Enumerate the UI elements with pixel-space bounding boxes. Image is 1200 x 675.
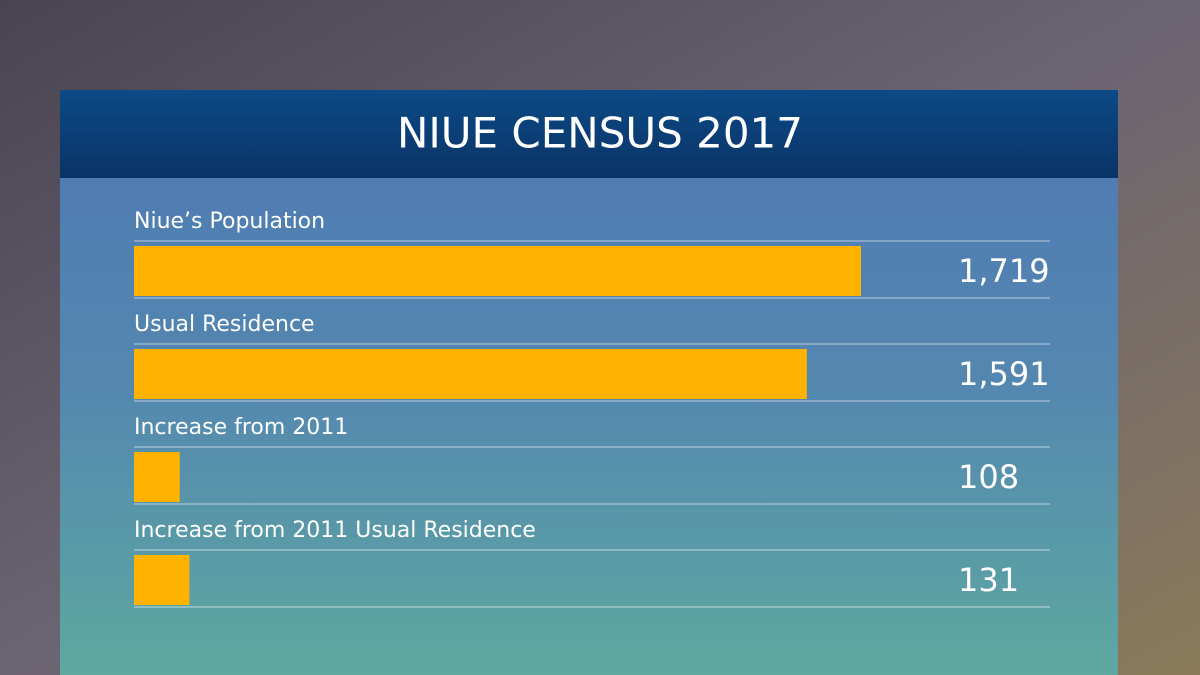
bar [134, 555, 190, 605]
value-label: 1,719 [958, 252, 1050, 290]
category-label: Niue’s Population [134, 209, 325, 234]
bar [134, 246, 861, 296]
value-label: 1,591 [958, 355, 1050, 393]
bar [134, 452, 180, 502]
value-label: 108 [958, 458, 1019, 496]
category-label: Increase from 2011 [134, 415, 348, 440]
category-label: Increase from 2011 Usual Residence [134, 518, 536, 543]
bar [134, 349, 807, 399]
value-label: 131 [958, 561, 1019, 599]
chart-title: NIUE CENSUS 2017 [397, 109, 803, 158]
category-label: Usual Residence [134, 312, 315, 337]
header-band [60, 90, 1118, 178]
